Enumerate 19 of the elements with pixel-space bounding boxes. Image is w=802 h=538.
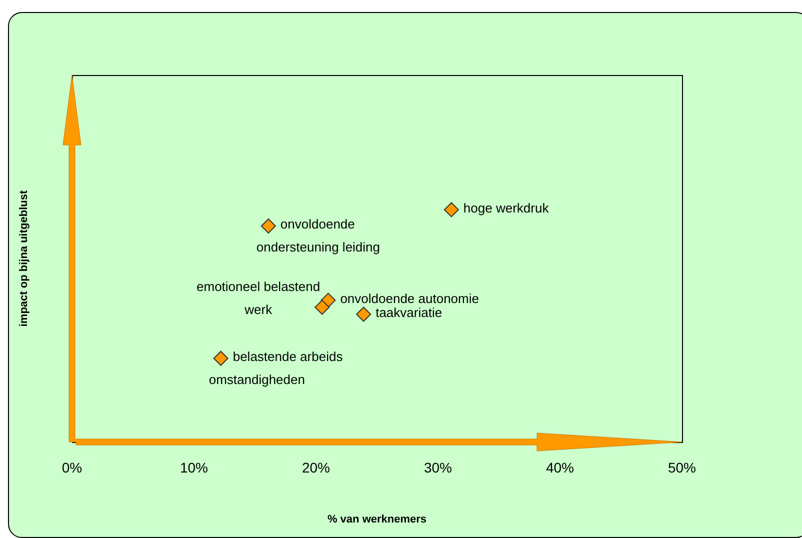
x-tick-label: 50% xyxy=(668,459,696,476)
point xyxy=(314,300,330,315)
point xyxy=(356,306,372,322)
x-tick-label: 20% xyxy=(302,459,330,476)
annotation: belastende arbeids omstandigheden xyxy=(208,348,344,387)
point xyxy=(213,350,228,366)
annotation: onvoldoende autonomie xyxy=(340,290,479,306)
x-tick-label: 0% xyxy=(62,459,82,476)
annotation: emotioneel belastend werk xyxy=(196,278,320,317)
annotation: taakvariatie xyxy=(376,304,442,320)
y-axis-title: impact op bijna uitgeblust xyxy=(18,190,30,327)
point xyxy=(444,202,459,218)
x-axis-title: % van werknemers xyxy=(327,513,427,526)
annotation: hoge werkdruk xyxy=(463,200,550,216)
annotation: onvoldoende ondersteuning leiding xyxy=(256,216,380,255)
point xyxy=(260,218,276,234)
x-tick-label: 30% xyxy=(424,459,452,476)
x-tick-label: 40% xyxy=(546,459,574,476)
x-tick-label: 10% xyxy=(180,459,208,476)
